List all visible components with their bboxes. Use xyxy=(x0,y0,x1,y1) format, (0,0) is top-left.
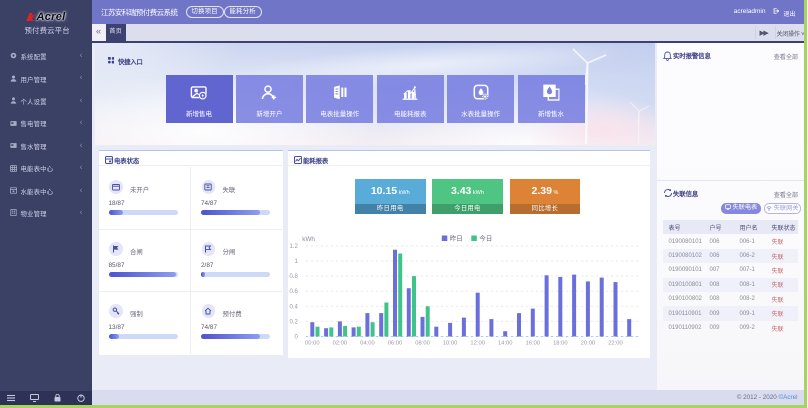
svg-text:0.8: 0.8 xyxy=(289,274,298,280)
svg-text:0.4: 0.4 xyxy=(289,304,298,310)
svg-text:1.2: 1.2 xyxy=(289,243,298,249)
svg-text:1: 1 xyxy=(294,259,298,265)
svg-text:18:00: 18:00 xyxy=(553,340,568,346)
svg-text:04:00: 04:00 xyxy=(360,340,375,346)
svg-text:22:00: 22:00 xyxy=(608,340,623,346)
svg-text:0.2: 0.2 xyxy=(289,319,298,325)
svg-text:0.6: 0.6 xyxy=(289,289,298,295)
svg-text:今日: 今日 xyxy=(479,233,492,242)
svg-text:00:00: 00:00 xyxy=(305,340,320,346)
svg-text:16:00: 16:00 xyxy=(526,340,541,346)
svg-text:12:00: 12:00 xyxy=(470,340,485,346)
svg-text:06:00: 06:00 xyxy=(388,340,403,346)
svg-text:昨日: 昨日 xyxy=(450,233,463,242)
svg-text:0: 0 xyxy=(294,334,298,340)
svg-text:kWh: kWh xyxy=(302,236,315,243)
svg-text:20:00: 20:00 xyxy=(581,340,596,346)
svg-text:10:00: 10:00 xyxy=(443,340,458,346)
svg-text:14:00: 14:00 xyxy=(498,340,513,346)
svg-text:02:00: 02:00 xyxy=(333,340,348,346)
svg-text:08:00: 08:00 xyxy=(415,340,430,346)
